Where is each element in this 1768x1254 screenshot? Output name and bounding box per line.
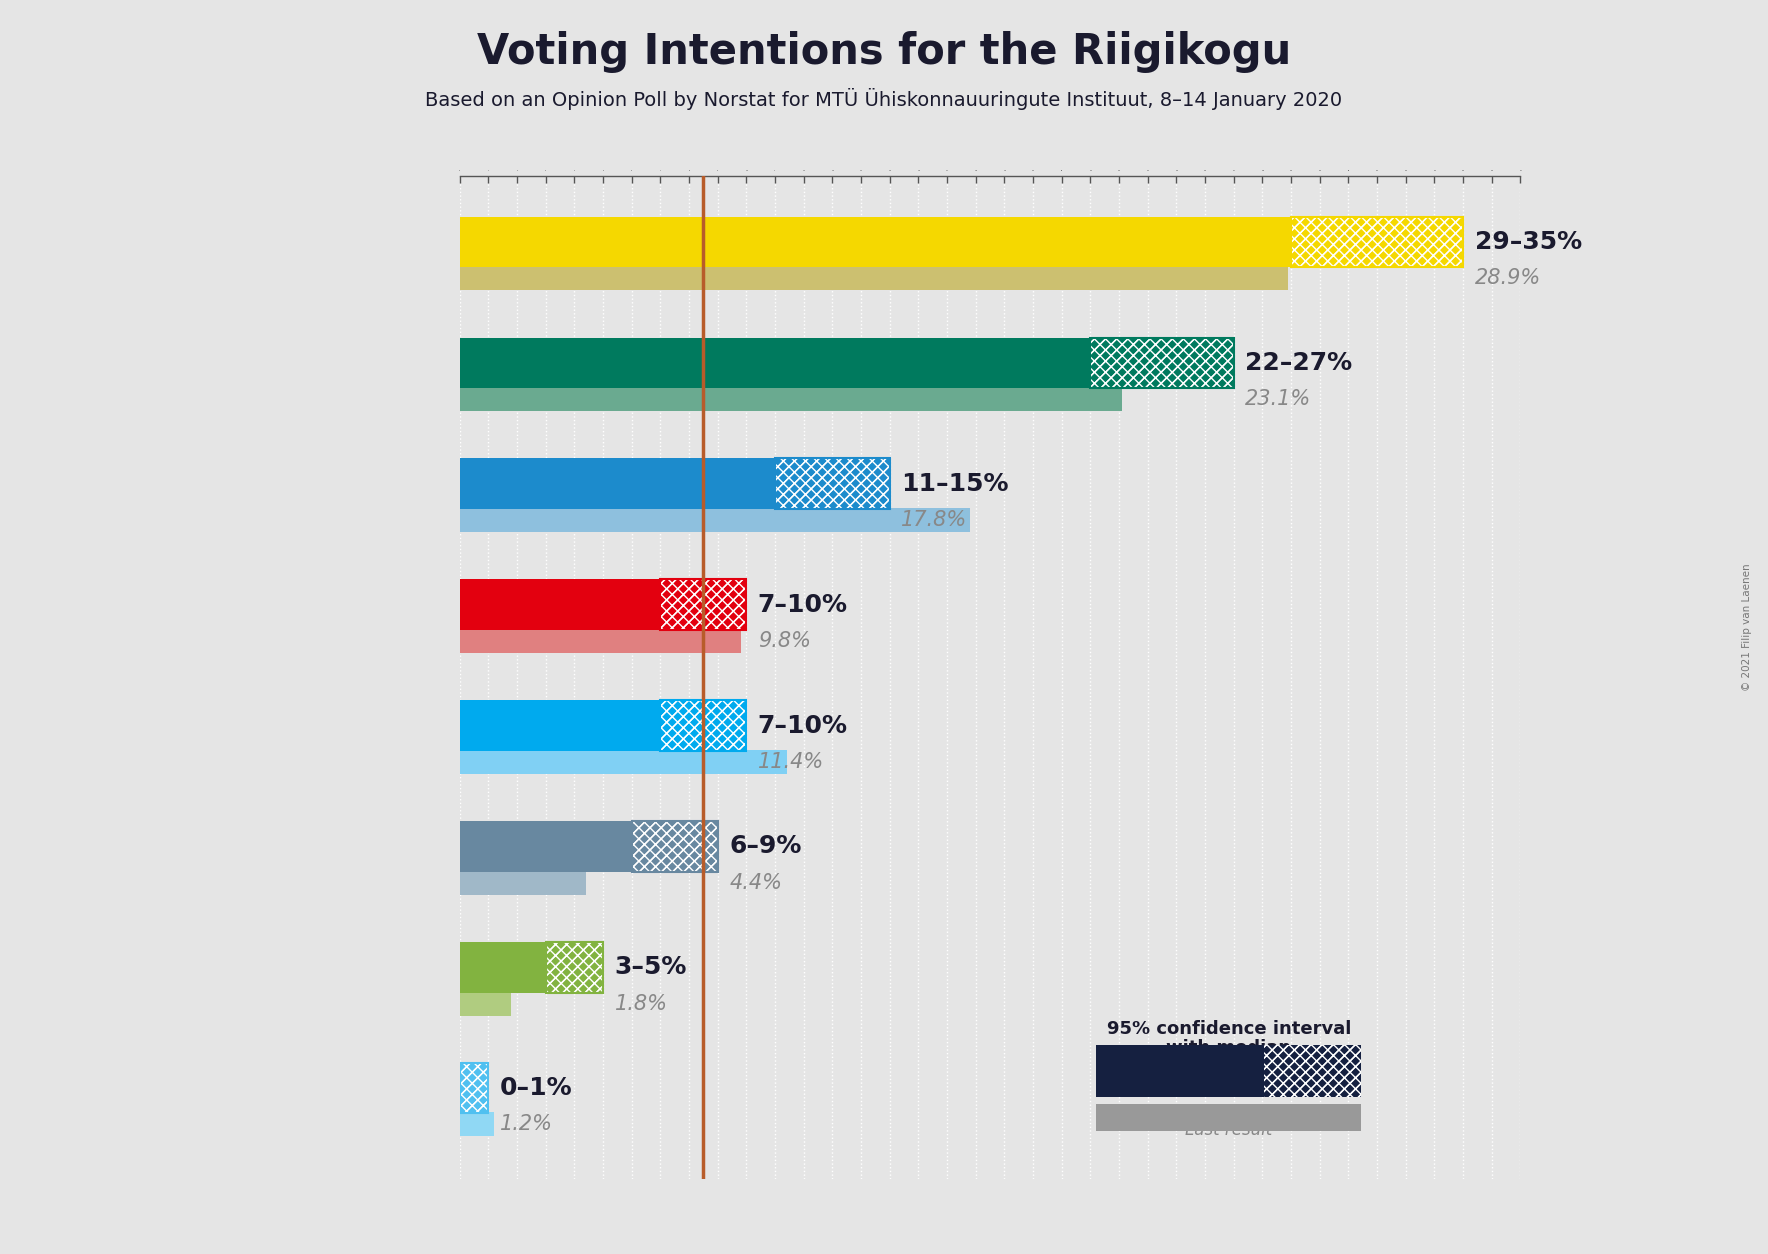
Text: 17.8%: 17.8% <box>902 510 967 530</box>
Text: 23.1%: 23.1% <box>1245 389 1312 409</box>
Bar <box>1291 217 1464 267</box>
Bar <box>460 1062 488 1114</box>
Bar <box>1091 337 1234 389</box>
Bar <box>460 1112 493 1136</box>
Bar <box>460 266 1289 291</box>
Bar <box>661 700 746 751</box>
Bar <box>1091 337 1234 389</box>
Bar <box>774 459 889 509</box>
Bar <box>460 387 1123 411</box>
Bar <box>661 700 746 751</box>
Text: 11–15%: 11–15% <box>902 472 1010 495</box>
Bar <box>460 579 661 630</box>
Bar <box>1291 217 1464 267</box>
Text: with median: with median <box>1167 1040 1291 1057</box>
Bar <box>774 459 889 509</box>
Text: Last result: Last result <box>1185 1121 1273 1139</box>
Bar <box>661 579 746 630</box>
Text: 9.8%: 9.8% <box>758 631 812 651</box>
Text: 0–1%: 0–1% <box>500 1076 573 1100</box>
Text: 95% confidence interval: 95% confidence interval <box>1107 1021 1351 1038</box>
Text: 7–10%: 7–10% <box>758 593 849 617</box>
Bar <box>631 821 718 872</box>
Bar <box>661 579 746 630</box>
Bar <box>460 992 511 1016</box>
Bar <box>460 1062 488 1114</box>
Bar <box>1091 337 1234 389</box>
Text: 6–9%: 6–9% <box>728 834 801 859</box>
Bar <box>546 942 603 993</box>
Bar <box>460 217 1291 267</box>
Bar <box>460 508 971 532</box>
Bar <box>460 1062 488 1114</box>
Bar <box>460 337 1091 389</box>
Bar <box>546 942 603 993</box>
Text: 1.8%: 1.8% <box>615 993 668 1013</box>
Text: © 2021 Filip van Laenen: © 2021 Filip van Laenen <box>1741 563 1752 691</box>
Bar <box>460 870 585 894</box>
Bar <box>661 700 746 751</box>
Bar <box>1291 217 1464 267</box>
Bar <box>460 700 661 751</box>
Bar <box>460 628 741 653</box>
Bar <box>1291 217 1464 267</box>
Text: Based on an Opinion Poll by Norstat for MTÜ Ühiskonnauuringute Instituut, 8–14 J: Based on an Opinion Poll by Norstat for … <box>426 88 1342 110</box>
Bar <box>631 821 718 872</box>
Bar <box>661 579 746 630</box>
Text: 4.4%: 4.4% <box>728 873 781 893</box>
Text: 28.9%: 28.9% <box>1475 268 1542 288</box>
Text: 11.4%: 11.4% <box>758 751 824 771</box>
Text: 22–27%: 22–27% <box>1245 351 1353 375</box>
Bar <box>661 700 746 751</box>
Text: 29–35%: 29–35% <box>1475 229 1582 255</box>
Bar <box>460 750 787 774</box>
Text: Voting Intentions for the Riigikogu: Voting Intentions for the Riigikogu <box>477 31 1291 73</box>
Bar <box>631 821 718 872</box>
Bar <box>774 459 889 509</box>
Bar <box>546 942 603 993</box>
Text: 7–10%: 7–10% <box>758 714 849 737</box>
Text: 1.2%: 1.2% <box>500 1115 553 1135</box>
Bar <box>1091 337 1234 389</box>
Bar <box>631 821 718 872</box>
Bar <box>460 459 774 509</box>
Bar <box>460 821 631 872</box>
Bar <box>546 942 603 993</box>
Text: 3–5%: 3–5% <box>615 956 688 979</box>
Bar <box>774 459 889 509</box>
Bar <box>460 942 546 993</box>
Bar <box>460 1062 488 1114</box>
Bar <box>661 579 746 630</box>
